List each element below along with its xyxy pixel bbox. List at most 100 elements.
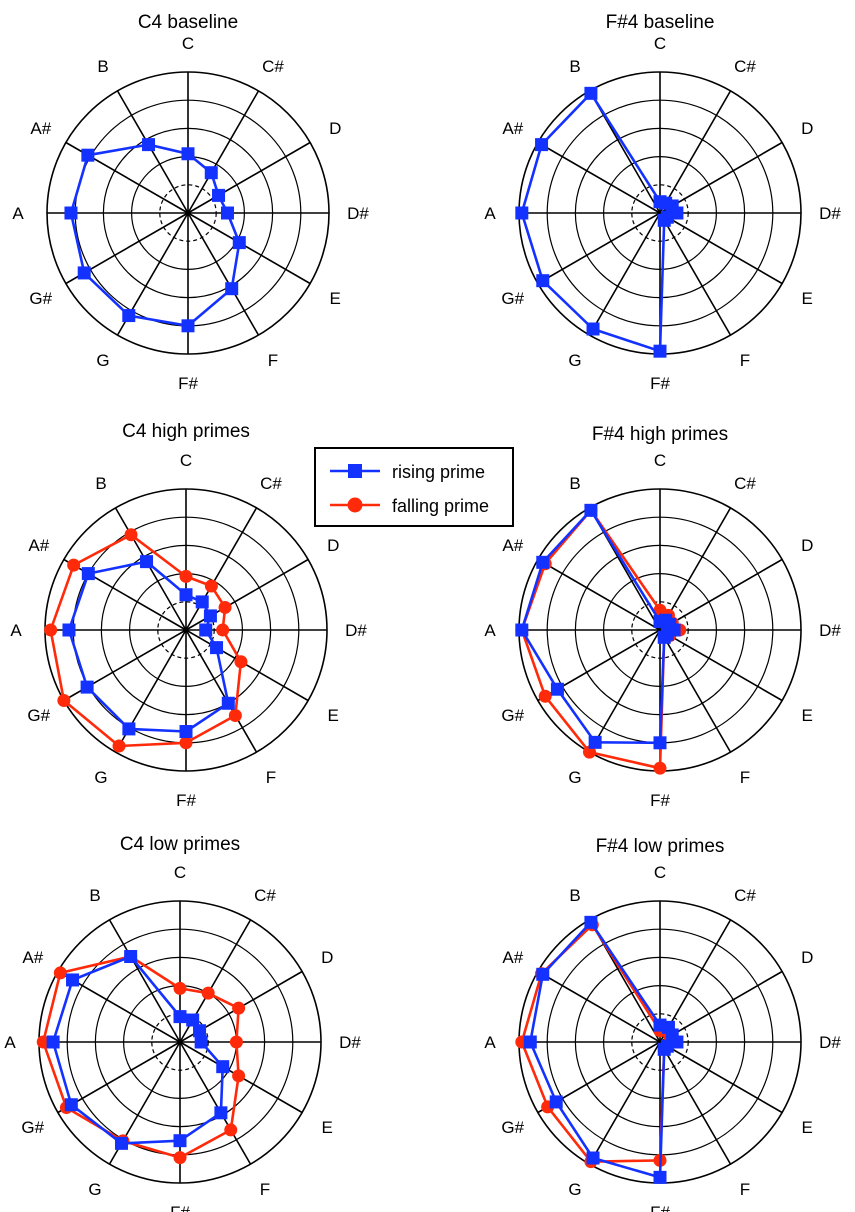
spoke <box>659 1041 732 1165</box>
axis-label: A <box>484 204 496 223</box>
axis-label: D# <box>819 1033 841 1052</box>
data-point-rising <box>186 1013 200 1027</box>
axis-label: A <box>484 621 496 640</box>
panel-title: F#4 baseline <box>606 12 715 33</box>
axis-label: D# <box>819 204 841 223</box>
axis-label: A# <box>502 536 523 555</box>
data-point-rising <box>550 682 564 696</box>
axis-label: C# <box>262 57 284 76</box>
axis-label: A# <box>30 119 51 138</box>
legend-rising-label: rising prime <box>392 462 486 482</box>
data-point-rising <box>586 1151 600 1165</box>
data-point-falling <box>218 600 232 614</box>
axis-label: B <box>89 886 100 905</box>
spoke <box>588 629 661 753</box>
axis-label: G <box>94 768 107 787</box>
axis-label: B <box>95 474 106 493</box>
data-point-rising <box>81 567 95 581</box>
spoke <box>187 141 311 214</box>
data-point-rising <box>179 588 193 602</box>
legend: rising prime falling prime <box>314 447 514 527</box>
axis-label: A <box>484 1033 496 1052</box>
data-point-rising <box>193 1024 207 1038</box>
axis-label: C# <box>734 57 756 76</box>
axis-label: G <box>88 1180 101 1199</box>
spoke <box>185 629 258 753</box>
data-point-rising <box>653 1170 667 1184</box>
spoke <box>659 507 732 631</box>
data-point-falling <box>36 1035 50 1049</box>
radar-panel-5: F#4 low primes C C# D D# E F F# G G# A A# B <box>484 836 841 1212</box>
data-point-rising <box>584 915 598 929</box>
axis-label: G# <box>501 1118 524 1137</box>
axis-label: D <box>801 948 813 967</box>
axis-label: G# <box>27 706 50 725</box>
data-point-rising <box>216 1060 230 1074</box>
axis-label: C# <box>254 886 276 905</box>
data-point-falling <box>216 623 230 637</box>
panel-title: F#4 low primes <box>596 836 725 857</box>
data-point-falling <box>583 745 596 759</box>
axis-label: F# <box>650 791 670 810</box>
axis-label: B <box>569 57 580 76</box>
axis-label: A <box>4 1033 16 1052</box>
legend-rising-marker-icon <box>330 464 380 478</box>
axis-label: C <box>654 34 666 53</box>
data-point-rising <box>204 166 218 180</box>
axis-label: D# <box>345 621 367 640</box>
data-point-falling <box>67 558 81 572</box>
axis-label: A <box>12 204 24 223</box>
spoke <box>185 629 309 702</box>
data-point-rising <box>584 503 598 517</box>
axis-label: D <box>329 119 341 138</box>
spoke <box>179 1041 252 1165</box>
data-point-rising <box>214 1106 228 1120</box>
spoke <box>659 212 783 285</box>
axis-label: E <box>330 289 341 308</box>
data-point-rising <box>210 641 224 655</box>
data-point-rising <box>549 1095 563 1109</box>
data-point-rising <box>173 1010 187 1024</box>
data-point-rising <box>536 555 550 569</box>
axis-label: C <box>174 863 186 882</box>
data-point-rising <box>46 1035 60 1049</box>
data-point-rising <box>81 148 95 162</box>
axis-label: A# <box>502 119 523 138</box>
spoke <box>114 507 187 631</box>
axis-label: C# <box>260 474 282 493</box>
data-point-rising <box>80 680 94 694</box>
legend-item-rising: rising prime <box>316 457 512 487</box>
spoke <box>659 1041 783 1114</box>
spoke <box>108 919 181 1043</box>
spoke <box>116 90 189 214</box>
axis-label: G# <box>29 289 52 308</box>
data-point-rising <box>77 266 91 280</box>
axis-label: F <box>740 1180 750 1199</box>
data-point-falling <box>124 528 138 542</box>
data-point-falling <box>232 1001 246 1015</box>
data-point-rising <box>515 623 529 637</box>
data-point-rising <box>199 623 213 637</box>
axis-label: G <box>568 351 581 370</box>
data-point-rising <box>536 274 550 288</box>
panel-title: C4 baseline <box>138 12 238 33</box>
data-point-rising <box>220 206 234 220</box>
data-point-rising <box>584 86 598 100</box>
axis-label: D <box>327 536 339 555</box>
axis-label: F# <box>650 1203 670 1212</box>
legend-item-falling: falling prime <box>316 491 512 521</box>
axis-label: C# <box>734 886 756 905</box>
axis-label: F <box>740 351 750 370</box>
data-point-rising <box>194 1035 208 1049</box>
data-point-falling <box>173 1151 187 1165</box>
radar-panel-2: C4 high primes C C# D D# E F F# G G# A A# B <box>10 421 367 810</box>
spoke <box>659 629 783 702</box>
axis-label: G# <box>501 706 524 725</box>
spoke <box>187 212 311 285</box>
axis-label: F# <box>176 791 196 810</box>
data-point-rising <box>142 138 156 152</box>
axis-label: A# <box>502 948 523 967</box>
spoke <box>537 212 661 285</box>
